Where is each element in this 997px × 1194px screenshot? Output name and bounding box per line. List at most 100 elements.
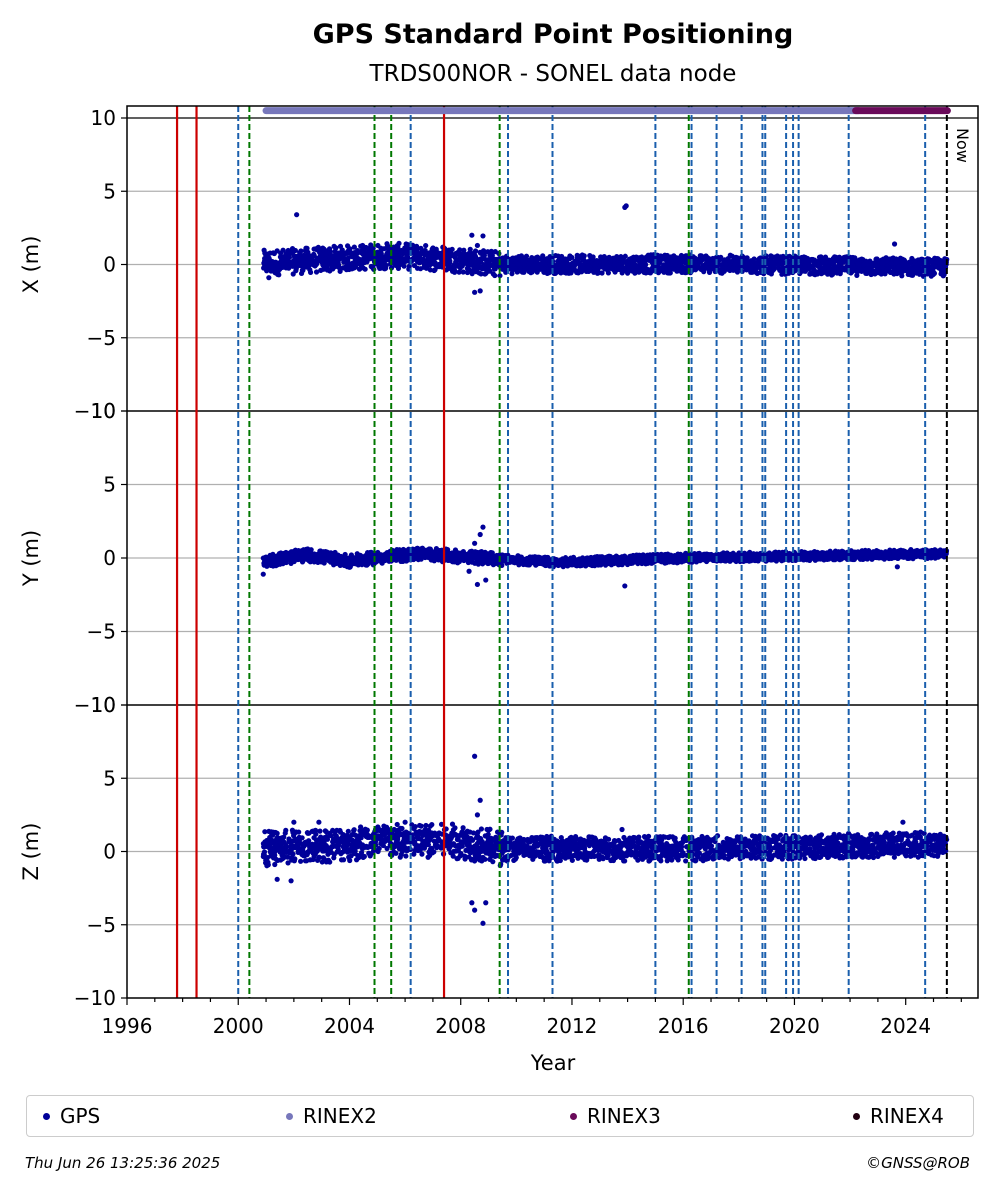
gps-position-chart: GPS Standard Point Positioning TRDS00NOR… <box>19 19 979 1075</box>
gps-point <box>308 555 314 561</box>
gps-point <box>863 555 869 561</box>
gps-point <box>466 267 473 273</box>
gps-point <box>419 851 425 857</box>
y-axis-label: Z (m) <box>19 823 43 881</box>
gps-point <box>423 242 429 249</box>
gps-point <box>775 258 782 264</box>
gps-point <box>663 263 669 269</box>
gps-point <box>887 268 893 275</box>
gps-point <box>493 556 499 562</box>
gps-point <box>565 266 571 273</box>
gps-outlier <box>894 564 900 570</box>
gps-point <box>488 256 494 262</box>
gps-point <box>276 272 282 278</box>
gps-point <box>676 267 682 273</box>
gps-point <box>300 259 306 265</box>
gps-point <box>273 259 279 265</box>
gps-point <box>420 550 426 556</box>
gps-point <box>477 264 484 270</box>
gps-point <box>456 269 462 275</box>
gps-point <box>895 264 902 270</box>
gps-point <box>561 557 567 563</box>
gps-outlier <box>480 233 486 239</box>
gps-point <box>476 555 482 562</box>
gps-point <box>519 559 526 565</box>
gps-point <box>611 255 617 262</box>
gps-point <box>881 259 887 265</box>
gps-point <box>527 555 533 561</box>
gps-point <box>580 262 586 268</box>
gps-point <box>358 250 364 256</box>
gps-point <box>392 556 399 562</box>
gps-point <box>748 554 754 560</box>
gps-point <box>879 269 885 275</box>
gps-point <box>571 262 577 268</box>
gps-point <box>891 549 897 555</box>
gps-point <box>292 556 298 562</box>
gps-point <box>693 261 699 268</box>
gps-point <box>364 251 370 258</box>
gps-point <box>555 258 562 264</box>
gps-point <box>748 258 754 264</box>
gps-point <box>912 258 918 264</box>
gps-point <box>312 556 319 562</box>
gps-point <box>908 554 915 560</box>
gps-point <box>280 247 286 253</box>
gps-point <box>514 261 520 267</box>
gps-point <box>528 266 535 272</box>
gps-point <box>779 271 785 277</box>
gps-point <box>938 268 945 274</box>
y-tick-label: 10 <box>91 399 116 423</box>
gps-point <box>352 253 359 259</box>
gps-point <box>828 551 834 557</box>
gps-point <box>322 256 328 262</box>
gps-point <box>327 859 333 865</box>
gps-point <box>398 249 404 255</box>
gps-outlier <box>474 242 481 249</box>
gps-point <box>849 268 856 274</box>
gps-point <box>554 559 561 565</box>
gps-point <box>663 553 670 560</box>
gps-point <box>632 263 638 269</box>
gps-point <box>335 259 341 265</box>
gps-point <box>593 260 599 267</box>
gps-point <box>279 259 285 265</box>
gps-point <box>701 256 707 262</box>
gps-point <box>831 263 837 270</box>
gps-point <box>778 266 784 272</box>
gps-point <box>625 557 631 563</box>
gps-point <box>613 559 620 565</box>
y-tick-label: −5 <box>87 913 116 937</box>
gps-outlier <box>891 241 898 247</box>
gps-point <box>700 557 706 563</box>
gps-point <box>345 255 351 261</box>
gps-point <box>657 553 663 559</box>
gps-point <box>405 242 411 248</box>
gps-point <box>488 248 495 254</box>
gps-point <box>352 559 359 565</box>
gps-point <box>671 258 677 265</box>
y-tick-label: 10 <box>91 106 116 130</box>
gps-point <box>462 553 468 559</box>
gps-point <box>876 551 882 557</box>
gps-point <box>298 248 304 254</box>
gps-point <box>671 266 677 272</box>
gps-point <box>590 557 597 564</box>
y-tick-label: −10 <box>74 399 116 423</box>
gps-point <box>528 257 534 264</box>
gps-point <box>929 550 936 556</box>
y-tick-label: 0 <box>103 840 116 864</box>
gps-outlier <box>477 531 483 538</box>
gps-point <box>633 257 640 263</box>
gps-point <box>274 830 280 836</box>
gps-point <box>400 549 406 556</box>
y-tick-label: 5 <box>103 473 116 497</box>
gps-point <box>930 263 936 269</box>
gps-point <box>574 558 580 564</box>
gps-point <box>429 251 435 257</box>
gps-outlier <box>472 540 478 546</box>
gps-point <box>382 256 388 262</box>
gps-point <box>412 824 418 830</box>
gps-point <box>735 552 741 558</box>
gps-point <box>305 258 311 264</box>
